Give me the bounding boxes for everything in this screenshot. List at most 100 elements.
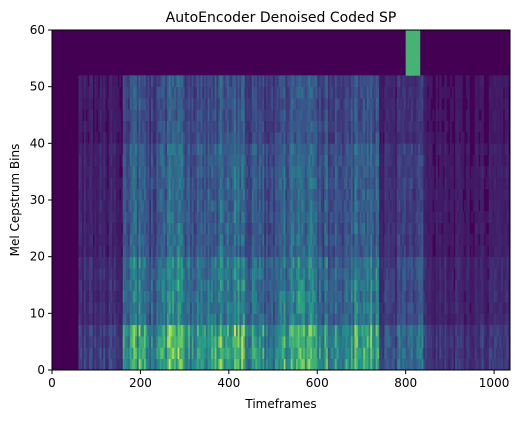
heatmap-cell bbox=[131, 109, 134, 122]
heatmap-cell bbox=[343, 188, 346, 201]
heatmap-cell bbox=[177, 302, 180, 314]
heatmap-cell bbox=[257, 256, 260, 269]
heatmap-cell bbox=[85, 154, 88, 167]
heatmap-cell bbox=[327, 324, 331, 337]
heatmap-cell bbox=[235, 268, 239, 280]
heatmap-cell bbox=[319, 302, 322, 314]
heatmap-cell bbox=[320, 188, 323, 201]
heatmap-cell bbox=[174, 132, 177, 144]
heatmap-cell bbox=[232, 234, 235, 246]
heatmap-cell bbox=[242, 234, 246, 246]
heatmap-cell bbox=[338, 132, 341, 144]
heatmap-cell bbox=[83, 290, 86, 303]
heatmap-cell bbox=[191, 245, 194, 258]
heatmap-cell bbox=[126, 154, 129, 167]
heatmap-cell bbox=[78, 75, 81, 88]
heatmap-cell bbox=[322, 200, 325, 212]
heatmap-cell bbox=[379, 200, 382, 212]
heatmap-cell bbox=[83, 256, 86, 269]
heatmap-cell bbox=[276, 347, 279, 360]
heatmap-cell bbox=[143, 132, 147, 144]
heatmap-cell bbox=[189, 234, 193, 246]
heatmap-cell bbox=[211, 358, 214, 370]
heatmap-cell bbox=[235, 98, 239, 110]
heatmap-cell bbox=[128, 120, 131, 133]
heatmap-cell bbox=[214, 177, 217, 190]
heatmap-cell bbox=[124, 98, 127, 110]
heatmap-cell bbox=[285, 154, 288, 167]
heatmap-cell bbox=[103, 132, 106, 144]
heatmap-cell bbox=[301, 245, 304, 258]
heatmap-cell bbox=[244, 222, 247, 235]
heatmap-cell bbox=[326, 234, 329, 246]
heatmap-cell bbox=[82, 211, 85, 224]
heatmap-cell bbox=[327, 132, 331, 144]
heatmap-cell bbox=[356, 234, 359, 246]
heatmap-cell bbox=[119, 120, 122, 133]
heatmap-cell bbox=[292, 256, 295, 269]
heatmap-cell bbox=[287, 268, 290, 280]
heatmap-cell bbox=[124, 313, 127, 326]
heatmap-cell bbox=[267, 200, 270, 212]
heatmap-cell bbox=[143, 234, 147, 246]
heatmap-cell bbox=[110, 268, 113, 280]
heatmap-cell bbox=[255, 75, 258, 88]
heatmap-cell bbox=[304, 290, 308, 303]
heatmap-cell bbox=[354, 222, 357, 235]
heatmap-cell bbox=[120, 347, 124, 360]
heatmap-cell bbox=[115, 290, 118, 303]
heatmap-cell bbox=[225, 200, 228, 212]
heatmap-cell bbox=[322, 154, 325, 167]
heatmap-cell bbox=[188, 313, 191, 326]
heatmap-cell bbox=[311, 234, 315, 246]
heatmap-cell bbox=[267, 245, 270, 258]
heatmap-cell bbox=[273, 302, 276, 314]
heatmap-cell bbox=[241, 302, 244, 314]
heatmap-cell bbox=[290, 302, 293, 314]
heatmap-cell bbox=[363, 86, 366, 99]
heatmap-cell bbox=[119, 132, 122, 144]
heatmap-cell bbox=[304, 279, 308, 292]
heatmap-cell bbox=[108, 120, 111, 133]
heatmap-cell bbox=[244, 234, 247, 246]
heatmap-cell bbox=[377, 290, 380, 303]
heatmap-cell bbox=[336, 336, 339, 348]
heatmap-cell bbox=[368, 143, 371, 156]
heatmap-cell bbox=[138, 302, 141, 314]
heatmap-cell bbox=[326, 279, 329, 292]
heatmap-cell bbox=[209, 347, 212, 360]
heatmap-cell bbox=[320, 234, 323, 246]
heatmap-cell bbox=[285, 279, 288, 292]
heatmap-cell bbox=[290, 132, 293, 144]
heatmap-cell bbox=[188, 336, 191, 348]
heatmap-cell bbox=[184, 109, 187, 122]
heatmap-cell bbox=[246, 256, 249, 269]
heatmap-cell bbox=[412, 336, 415, 348]
heatmap-cell bbox=[418, 256, 421, 269]
heatmap-cell bbox=[380, 358, 384, 370]
heatmap-cell bbox=[273, 313, 276, 326]
heatmap-cell bbox=[228, 98, 231, 110]
heatmap-cell bbox=[317, 313, 320, 326]
heatmap-cell bbox=[239, 256, 242, 269]
heatmap-cell bbox=[244, 279, 247, 292]
heatmap-cell bbox=[113, 86, 117, 99]
heatmap-cell bbox=[395, 234, 398, 246]
heatmap-cell bbox=[142, 324, 145, 337]
heatmap-cell bbox=[248, 234, 251, 246]
heatmap-cell bbox=[128, 177, 131, 190]
heatmap-cell bbox=[343, 336, 346, 348]
heatmap-cell bbox=[308, 211, 311, 224]
heatmap-cell bbox=[373, 347, 377, 360]
heatmap-cell bbox=[326, 302, 329, 314]
heatmap-cell bbox=[354, 234, 357, 246]
heatmap-cell bbox=[94, 154, 97, 167]
heatmap-cell bbox=[407, 120, 410, 133]
heatmap-cell bbox=[292, 200, 295, 212]
heatmap-cell bbox=[204, 313, 207, 326]
heatmap-cell bbox=[216, 200, 219, 212]
heatmap-cell bbox=[396, 222, 399, 235]
heatmap-cell bbox=[395, 200, 398, 212]
heatmap-cell bbox=[129, 347, 132, 360]
heatmap-cell bbox=[372, 75, 375, 88]
